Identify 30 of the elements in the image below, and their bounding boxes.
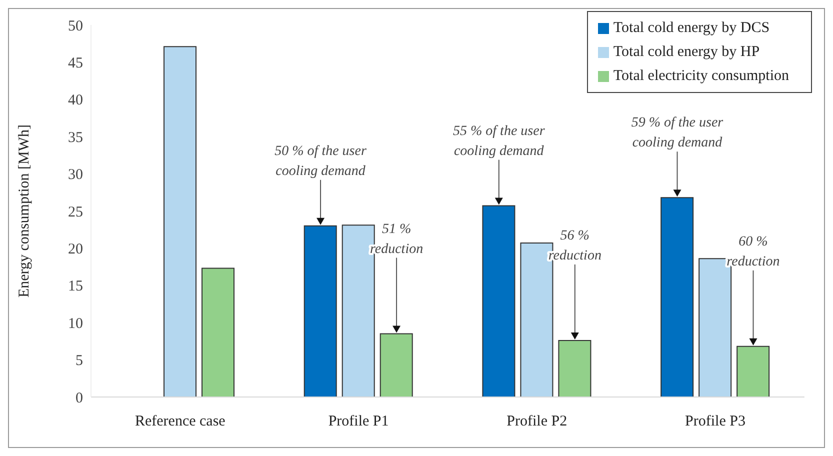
y-axis-title: Energy consumption [MWh]: [16, 124, 32, 298]
bar: [558, 340, 592, 397]
bar: [380, 333, 413, 397]
y-tick-label: 25: [68, 204, 83, 220]
annotation: 59 % of the user cooling demand: [631, 116, 724, 151]
y-tick-label: 35: [68, 130, 83, 146]
bar: [660, 197, 694, 397]
y-tick-label: 0: [76, 390, 83, 406]
bar: [304, 225, 337, 397]
x-tick-label: Profile P1: [328, 414, 389, 430]
bar: [482, 205, 516, 397]
bar: [202, 268, 234, 397]
y-tick-label: 45: [68, 56, 83, 72]
y-tick-label: 30: [68, 167, 83, 184]
legend-label: Total electricity consumption: [613, 68, 789, 84]
x-tick-label: Reference case: [135, 414, 226, 430]
legend-label: Total cold energy by DCS: [613, 20, 770, 36]
bar: [164, 46, 196, 397]
y-tick-label: 40: [68, 92, 83, 109]
y-tick-label: 50: [68, 18, 83, 34]
y-tick-label: 20: [68, 242, 83, 258]
y-tick-label: 15: [68, 278, 83, 295]
x-tick-label: Profile P3: [685, 414, 746, 430]
bar: [736, 346, 770, 397]
x-tick-label: Profile P2: [506, 414, 568, 430]
annotation: 55 % of the user cooling demand: [453, 124, 546, 159]
annotation: 50 % of the user cooling demand: [274, 144, 367, 179]
y-tick-label: 5: [76, 353, 83, 370]
legend-label: Total cold energy by HP: [613, 44, 760, 60]
y-tick-label: 10: [68, 316, 83, 332]
